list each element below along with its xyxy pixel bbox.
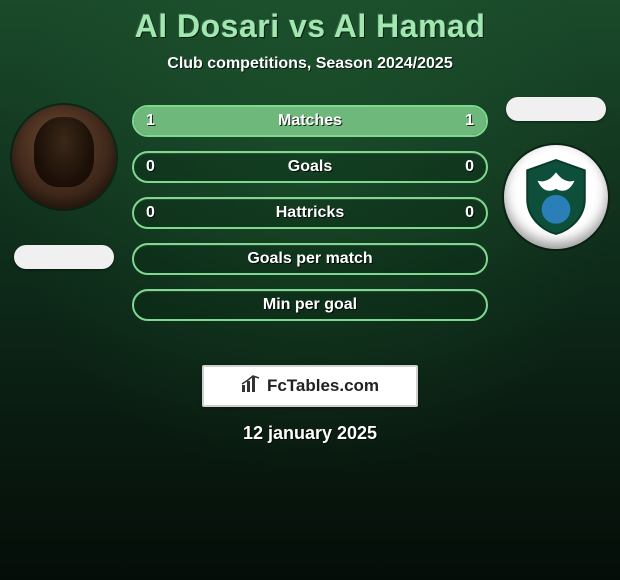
stat-value-left: 0 <box>146 204 155 222</box>
player-right-avatar <box>504 145 608 249</box>
brand-text: FcTables.com <box>267 376 379 396</box>
club-crest-icon <box>523 158 589 236</box>
brand-badge[interactable]: FcTables.com <box>202 365 418 407</box>
stat-bar: Goals per match <box>132 243 488 275</box>
brand-chart-icon <box>241 375 261 398</box>
date-label: 12 january 2025 <box>0 423 620 444</box>
page-title: Al Dosari vs Al Hamad <box>0 8 620 45</box>
comparison-arena: 1 1 Matches 0 0 Goals 0 0 Hattricks Goals per mat… <box>0 105 620 355</box>
stat-value-left: 0 <box>146 158 155 176</box>
player-right-column <box>496 105 616 249</box>
stat-label: Goals per match <box>247 250 372 268</box>
stat-bar: 0 0 Goals <box>132 151 488 183</box>
stat-value-left: 1 <box>146 112 155 130</box>
stat-bar: Min per goal <box>132 289 488 321</box>
player-right-flag <box>506 97 606 121</box>
stat-bar: 1 1 Matches <box>132 105 488 137</box>
player-left-flag <box>14 245 114 269</box>
stat-value-right: 0 <box>465 204 474 222</box>
stat-label: Matches <box>278 112 342 130</box>
stat-bars: 1 1 Matches 0 0 Goals 0 0 Hattricks Goals per mat… <box>132 105 488 321</box>
stat-label: Min per goal <box>263 296 357 314</box>
player-left-avatar <box>12 105 116 209</box>
stat-value-right: 0 <box>465 158 474 176</box>
subtitle: Club competitions, Season 2024/2025 <box>0 55 620 73</box>
stat-bar: 0 0 Hattricks <box>132 197 488 229</box>
stat-label: Goals <box>288 158 332 176</box>
stat-label: Hattricks <box>276 204 344 222</box>
stat-value-right: 1 <box>465 112 474 130</box>
card: Al Dosari vs Al Hamad Club competitions,… <box>0 0 620 580</box>
player-left-column <box>4 105 124 269</box>
